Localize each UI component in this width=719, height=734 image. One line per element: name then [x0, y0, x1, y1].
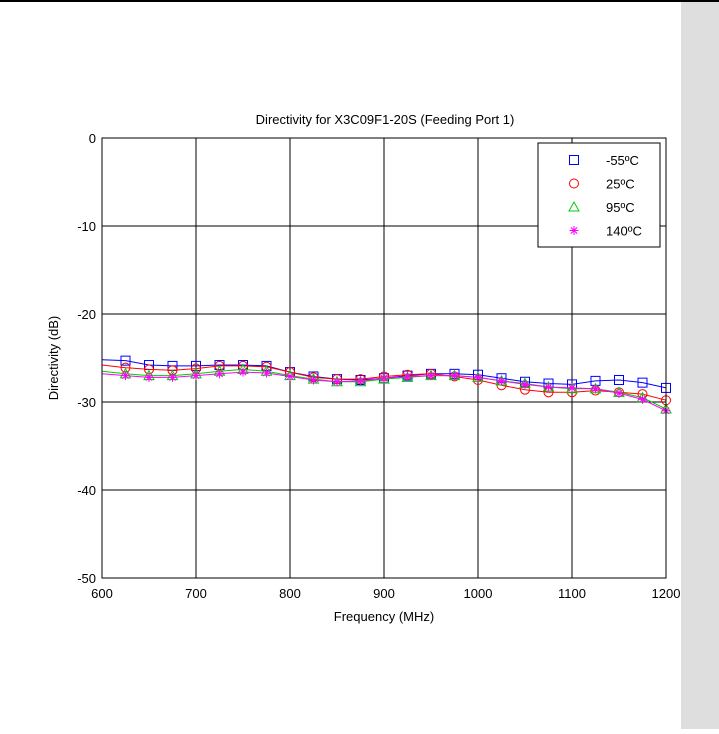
- y-tick-label: -20: [77, 307, 96, 322]
- data-point: [144, 372, 154, 382]
- data-point: [473, 372, 483, 382]
- plot-frame: [101, 137, 667, 579]
- x-tick-label: 1100: [558, 586, 586, 601]
- legend-marker: [568, 200, 580, 212]
- data-point: [120, 355, 131, 366]
- data-point: [567, 383, 577, 393]
- legend-label: -55ºC: [606, 153, 639, 168]
- y-tick-label: -30: [77, 395, 96, 410]
- data-point: [356, 376, 365, 386]
- x-axis-label: Frequency (MHz): [334, 609, 434, 624]
- y-tick-labels: 0 -10 -20 -30 -40 -50: [77, 131, 96, 586]
- grid: [102, 138, 666, 578]
- x-tick-label: 1000: [464, 586, 493, 601]
- x-tick-label: 900: [373, 586, 395, 601]
- data-point: [121, 371, 130, 381]
- data-point: [309, 375, 318, 385]
- legend: -55ºC 25ºC 95ºC 140ºC: [537, 142, 661, 248]
- series-group: [101, 355, 672, 416]
- legend-label: 95ºC: [606, 200, 635, 215]
- legend-label: 25ºC: [606, 177, 635, 192]
- y-tick-label: 0: [89, 131, 96, 146]
- data-point: [544, 382, 553, 392]
- legend-marker: [569, 226, 579, 235]
- x-tick-label: 700: [185, 586, 207, 601]
- y-tick-label: -50: [77, 571, 96, 586]
- y-tick-label: -40: [77, 483, 96, 498]
- data-point: [520, 379, 530, 389]
- chart-title: Directivity for X3C09F1-20S (Feeding Por…: [256, 112, 515, 127]
- legend-box: [537, 142, 661, 248]
- data-point: [591, 384, 600, 394]
- legend-label: 140ºC: [606, 224, 642, 239]
- data-point: [215, 369, 224, 379]
- data-point: [262, 368, 271, 378]
- x-tick-label: 1200: [652, 586, 681, 601]
- data-point: [637, 377, 648, 388]
- data-point: [191, 360, 201, 371]
- y-axis-label: Directivity (dB): [46, 316, 61, 401]
- data-point: [191, 371, 201, 381]
- data-point: [497, 376, 506, 386]
- x-tick-labels: 600 700 800 900 1000 1100 1200: [91, 586, 680, 601]
- data-point: [426, 371, 436, 381]
- side-panel: [681, 2, 719, 729]
- legend-marker: [569, 178, 579, 189]
- data-point: [403, 371, 412, 381]
- data-point: [638, 394, 647, 404]
- data-point: [614, 375, 624, 385]
- data-point: [379, 373, 389, 383]
- data-point: [332, 377, 342, 387]
- top-rule: [0, 0, 719, 2]
- data-point: [168, 372, 177, 382]
- data-point: [238, 367, 248, 377]
- legend-marker: [569, 155, 579, 165]
- data-point: [614, 388, 624, 398]
- x-tick-label: 600: [91, 586, 113, 601]
- data-point: [450, 371, 459, 381]
- data-point: [285, 371, 295, 381]
- x-tick-label: 800: [279, 586, 301, 601]
- y-tick-label: -10: [77, 219, 96, 234]
